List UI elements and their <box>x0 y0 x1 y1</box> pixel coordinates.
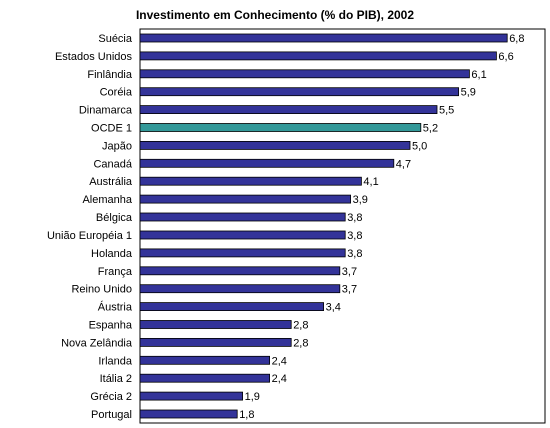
value-label: 3,7 <box>342 284 357 296</box>
value-label: 6,1 <box>471 69 486 81</box>
value-label: 5,5 <box>439 105 454 117</box>
category-label: Irlanda <box>98 355 133 367</box>
bar <box>139 409 238 419</box>
bar <box>139 337 292 347</box>
category-label: OCDE 1 <box>91 123 132 135</box>
bar <box>139 266 341 276</box>
category-label: Austrália <box>89 176 133 188</box>
value-label: 1,9 <box>245 391 260 403</box>
category-label: Alemanha <box>82 194 132 206</box>
bar <box>139 33 508 43</box>
category-label: França <box>98 266 133 278</box>
bar <box>139 51 497 61</box>
plot-frame <box>139 28 546 424</box>
category-label: Reino Unido <box>71 284 132 296</box>
category-label: Nova Zelândia <box>61 337 133 349</box>
value-label: 2,8 <box>293 320 308 332</box>
category-label: Portugal <box>91 409 132 421</box>
bar <box>139 176 362 186</box>
bar <box>139 373 271 383</box>
chart-title: Investimento em Conhecimento (% do PIB),… <box>135 8 415 22</box>
value-label: 5,0 <box>412 140 427 152</box>
value-label: 3,9 <box>353 194 368 206</box>
bar <box>139 123 422 132</box>
bar <box>139 320 292 329</box>
category-label: Áustria <box>98 301 133 314</box>
value-label: 4,1 <box>363 176 378 188</box>
value-label: 5,9 <box>461 87 476 99</box>
category-label: Itália 2 <box>100 373 132 385</box>
category-label: Coréia <box>100 87 133 99</box>
category-label: União Européia 1 <box>47 230 132 242</box>
bar <box>139 69 470 79</box>
value-label: 3,8 <box>347 230 362 242</box>
bar <box>139 230 346 240</box>
bar <box>139 194 352 204</box>
value-label: 3,8 <box>347 248 362 260</box>
category-label: Holanda <box>91 248 133 260</box>
value-label: 3,4 <box>326 302 341 314</box>
value-label: 2,8 <box>293 337 308 349</box>
bar <box>139 248 346 258</box>
bar <box>139 87 460 97</box>
value-label: 3,8 <box>347 212 362 224</box>
category-label: Espanha <box>89 320 133 332</box>
bar <box>139 302 325 312</box>
category-label: Dinamarca <box>79 105 133 117</box>
value-label: 4,7 <box>396 158 411 170</box>
bar <box>139 212 346 222</box>
bar <box>139 391 243 401</box>
value-label: 6,8 <box>509 33 524 45</box>
value-label: 1,8 <box>239 409 254 421</box>
value-label: 2,4 <box>272 355 287 367</box>
category-label: Suécia <box>98 33 133 45</box>
bar <box>139 355 271 365</box>
bar <box>139 140 411 150</box>
bar <box>139 105 438 114</box>
category-label: Japão <box>102 140 132 152</box>
value-label: 5,2 <box>423 123 438 135</box>
category-label: Bélgica <box>96 212 133 224</box>
value-label: 3,7 <box>342 266 357 278</box>
category-label: Canadá <box>93 158 132 170</box>
category-label: Estados Unidos <box>55 51 133 63</box>
value-label: 6,6 <box>498 51 513 63</box>
category-label: Finlândia <box>87 69 133 81</box>
bar <box>139 284 341 294</box>
category-label: Grécia 2 <box>90 391 132 403</box>
value-label: 2,4 <box>272 373 287 385</box>
bar <box>139 158 395 168</box>
